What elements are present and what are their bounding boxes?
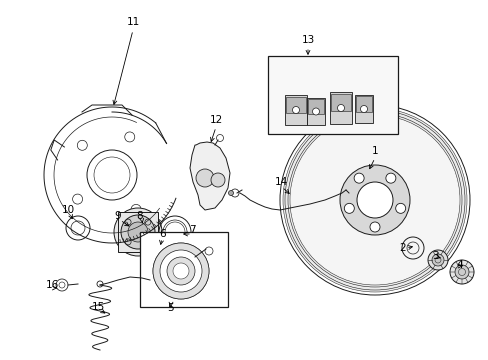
Circle shape bbox=[431, 254, 443, 266]
Circle shape bbox=[153, 243, 208, 299]
Circle shape bbox=[196, 169, 214, 187]
Circle shape bbox=[173, 263, 189, 279]
Circle shape bbox=[385, 173, 395, 183]
Text: 12: 12 bbox=[209, 115, 222, 125]
Circle shape bbox=[167, 257, 195, 285]
Circle shape bbox=[356, 182, 392, 218]
Text: 2: 2 bbox=[399, 243, 406, 253]
Circle shape bbox=[289, 115, 459, 285]
Circle shape bbox=[121, 215, 155, 249]
Bar bbox=[306, 98, 325, 125]
Polygon shape bbox=[190, 142, 229, 210]
Circle shape bbox=[344, 203, 354, 213]
Circle shape bbox=[210, 173, 224, 187]
Circle shape bbox=[454, 265, 468, 279]
Text: 1: 1 bbox=[371, 146, 378, 156]
Circle shape bbox=[353, 173, 364, 183]
Bar bbox=[285, 95, 306, 125]
Text: 11: 11 bbox=[126, 17, 140, 27]
Text: 14: 14 bbox=[274, 177, 287, 187]
Circle shape bbox=[337, 104, 344, 112]
Circle shape bbox=[228, 190, 233, 195]
Circle shape bbox=[360, 105, 367, 112]
Circle shape bbox=[369, 222, 379, 232]
Bar bbox=[267, 56, 397, 134]
Text: 10: 10 bbox=[61, 205, 74, 215]
Circle shape bbox=[283, 108, 466, 292]
Bar bbox=[329, 92, 351, 124]
Bar bbox=[307, 99, 324, 114]
Circle shape bbox=[114, 208, 162, 256]
Circle shape bbox=[339, 165, 409, 235]
FancyBboxPatch shape bbox=[118, 212, 158, 252]
Text: 13: 13 bbox=[301, 35, 314, 45]
Circle shape bbox=[292, 107, 299, 113]
Circle shape bbox=[427, 250, 447, 270]
Circle shape bbox=[160, 250, 202, 292]
Text: 9: 9 bbox=[115, 211, 121, 221]
Text: 15: 15 bbox=[91, 302, 104, 312]
Bar bbox=[285, 96, 305, 113]
Text: 4: 4 bbox=[456, 260, 462, 270]
Text: 8: 8 bbox=[137, 211, 143, 221]
Bar bbox=[355, 96, 371, 112]
Circle shape bbox=[312, 108, 319, 115]
Text: 16: 16 bbox=[45, 280, 59, 290]
Bar bbox=[354, 95, 372, 123]
Text: 6: 6 bbox=[160, 229, 166, 239]
Circle shape bbox=[128, 222, 148, 242]
Text: 7: 7 bbox=[188, 225, 195, 235]
Bar bbox=[140, 232, 227, 307]
Text: 3: 3 bbox=[431, 251, 437, 261]
Circle shape bbox=[449, 260, 473, 284]
Bar bbox=[330, 94, 350, 111]
Circle shape bbox=[395, 203, 405, 213]
Text: 5: 5 bbox=[167, 303, 174, 313]
